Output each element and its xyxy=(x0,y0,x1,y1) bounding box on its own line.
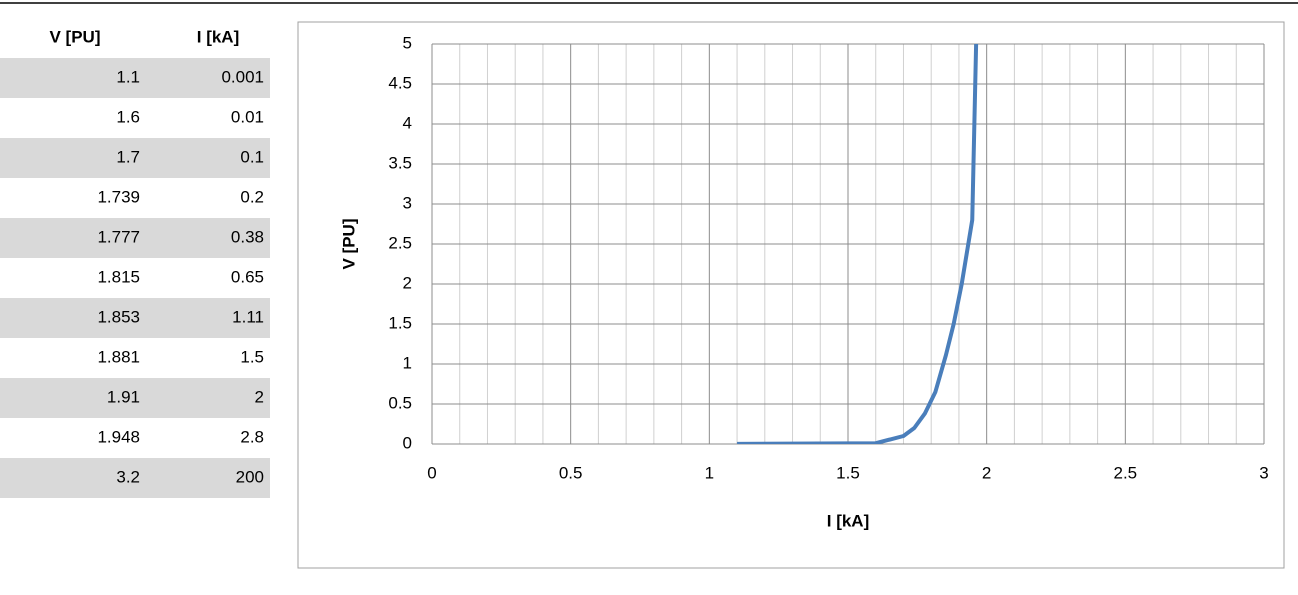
table-cell: 200 xyxy=(236,467,264,486)
row-band xyxy=(0,138,270,178)
y-tick-label: 0 xyxy=(403,433,412,452)
column-header: V [PU] xyxy=(50,27,101,46)
table-cell: 1.6 xyxy=(116,107,140,126)
table-cell: 0.2 xyxy=(240,187,264,206)
y-tick-label: 3.5 xyxy=(388,153,412,172)
table-cell: 1.777 xyxy=(97,227,140,246)
table-cell: 3.2 xyxy=(116,467,140,486)
table-cell: 2.8 xyxy=(240,427,264,446)
row-band xyxy=(0,378,270,418)
table-cell: 1.853 xyxy=(97,307,140,326)
table-cell: 1.739 xyxy=(97,187,140,206)
x-tick-label: 3 xyxy=(1259,463,1268,482)
y-tick-label: 3 xyxy=(403,193,412,212)
row-band xyxy=(0,298,270,338)
y-tick-label: 2.5 xyxy=(388,233,412,252)
y-tick-label: 1.5 xyxy=(388,313,412,332)
y-tick-label: 5 xyxy=(403,33,412,52)
table-cell: 1.1 xyxy=(116,67,140,86)
y-tick-label: 4.5 xyxy=(388,73,412,92)
table-cell: 1.948 xyxy=(97,427,140,446)
x-tick-label: 0 xyxy=(427,463,436,482)
y-axis-title: V [PU] xyxy=(339,219,358,270)
y-tick-label: 1 xyxy=(403,353,412,372)
table-cell: 0.001 xyxy=(221,67,264,86)
row-band xyxy=(0,458,270,498)
table-cell: 1.815 xyxy=(97,267,140,286)
table-cell: 2 xyxy=(255,387,264,406)
data-line xyxy=(737,44,979,444)
x-tick-label: 1 xyxy=(705,463,714,482)
table-cell: 1.5 xyxy=(240,347,264,366)
y-tick-label: 0.5 xyxy=(388,393,412,412)
table-cell: 0.65 xyxy=(231,267,264,286)
chart-frame xyxy=(297,21,1285,569)
table-cell: 1.881 xyxy=(97,347,140,366)
x-tick-label: 1.5 xyxy=(836,463,860,482)
x-tick-label: 2.5 xyxy=(1114,463,1138,482)
table-cell: 0.01 xyxy=(231,107,264,126)
y-tick-label: 4 xyxy=(403,113,412,132)
table-cell: 1.11 xyxy=(232,307,264,326)
table-cell: 1.7 xyxy=(116,147,140,166)
table-cell: 0.38 xyxy=(231,227,264,246)
x-tick-label: 0.5 xyxy=(559,463,583,482)
x-axis-title: I [kA] xyxy=(827,511,870,530)
table-cell: 1.91 xyxy=(107,387,140,406)
y-tick-label: 2 xyxy=(403,273,412,292)
table-cell: 0.1 xyxy=(240,147,264,166)
row-band xyxy=(0,58,270,98)
x-tick-label: 2 xyxy=(982,463,991,482)
row-band xyxy=(0,218,270,258)
column-header: I [kA] xyxy=(197,27,240,46)
